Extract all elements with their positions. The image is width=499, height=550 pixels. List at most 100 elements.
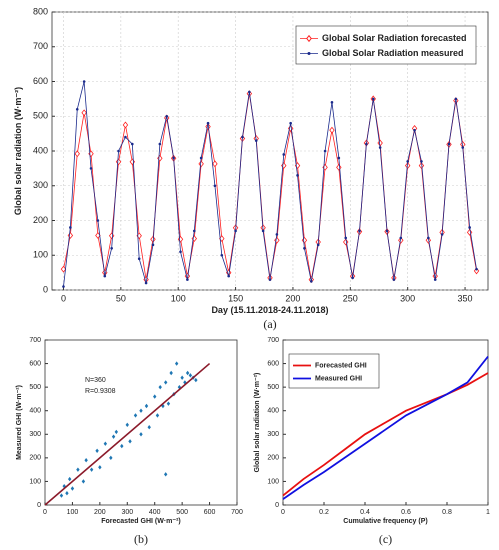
x-tick-label: 0.2 [319,509,329,516]
x-tick-label: 600 [204,509,216,516]
marker [378,146,382,149]
marker [248,90,251,94]
x-tick-label: 0 [43,509,47,516]
scatter-point [120,443,124,449]
scatter-point [188,373,193,378]
x-axis-label: Forecasted GHI (W·m⁻²) [101,518,181,525]
x-tick-label: 0.6 [401,509,411,516]
x-tick-label: 200 [94,509,106,516]
x-tick-label: 500 [176,509,188,516]
annotation: R=0.9308 [85,388,116,395]
y-tick-label: 200 [29,455,41,462]
marker [329,126,335,134]
marker [406,160,409,163]
legend-marker [306,34,312,43]
marker [358,229,361,233]
scatter-point [114,429,119,435]
caption: (c) [379,532,392,546]
marker [461,146,465,149]
y-tick-label: 500 [33,111,48,121]
marker [413,128,416,132]
y-axis-label: Measured GHI (W·m⁻²) [16,385,23,460]
scatter-point [70,486,75,491]
y-axis-label: Global solar radiation (W·m⁻²) [254,373,261,473]
legend-label: Forecasted GHI [315,362,367,369]
y-tick-label: 400 [29,408,41,415]
x-axis-label: Day (15.11.2018-24.11.2018) [211,305,328,315]
y-tick-label: 0 [43,284,48,294]
marker [213,184,217,188]
y-tick-label: 800 [33,6,48,16]
marker [220,253,224,257]
scatter-point [174,361,179,366]
x-tick-label: 50 [116,293,126,303]
scatter-point [125,422,129,428]
marker [172,156,175,160]
scatter-point [76,467,80,472]
x-tick-label: 0 [281,509,285,516]
scatter-point [185,370,190,376]
marker [192,229,196,233]
marker [440,233,444,236]
marker [144,281,148,285]
scatter-point [166,401,171,406]
marker [177,235,184,243]
marker [289,121,292,125]
legend-label: Global Solar Radiation forecasted [322,33,467,43]
marker [115,158,122,166]
marker [151,243,155,247]
marker [212,160,218,168]
marker [468,226,471,229]
marker [179,250,182,254]
marker [131,142,134,146]
x-tick-label: 150 [228,293,243,303]
scatter-point [65,491,69,496]
marker [274,236,280,244]
x-tick-label: 300 [400,293,415,303]
y-tick-label: 100 [33,250,48,260]
scatter-point [139,408,143,413]
legend-label: Measured GHI [315,375,362,382]
marker [74,150,80,158]
scatter-point [133,413,138,418]
scatter-point [183,380,187,385]
annotation: N=360 [85,377,106,384]
marker [158,142,162,146]
y-tick-label: 600 [267,360,279,367]
marker [303,247,306,250]
marker [365,142,368,146]
y-tick-label: 400 [33,145,48,155]
marker [69,226,72,229]
x-tick-label: 400 [149,509,161,516]
x-tick-label: 0.8 [442,509,452,516]
marker [268,278,272,281]
fit-line [44,362,211,506]
y-tick-label: 200 [33,215,48,225]
marker [129,158,136,166]
scatter-point [62,483,66,489]
marker [454,97,458,101]
y-tick-label: 200 [267,455,279,462]
marker [110,247,113,250]
scatter-point [84,458,88,463]
marker [336,163,342,171]
scatter-point [147,425,151,430]
marker [351,276,354,280]
marker [275,233,279,236]
marker [234,229,237,233]
y-tick-label: 700 [29,337,41,344]
marker [75,108,79,111]
marker [89,167,93,170]
y-tick-label: 300 [29,431,41,438]
y-tick-label: 600 [29,360,41,367]
scatter-point [169,370,173,376]
x-tick-label: 200 [285,293,300,303]
marker [165,114,169,118]
marker [62,285,65,288]
marker [399,236,403,240]
marker [124,135,127,139]
marker [296,174,299,177]
marker [254,139,258,142]
scatter-point [95,448,99,453]
y-tick-label: 400 [267,408,279,415]
